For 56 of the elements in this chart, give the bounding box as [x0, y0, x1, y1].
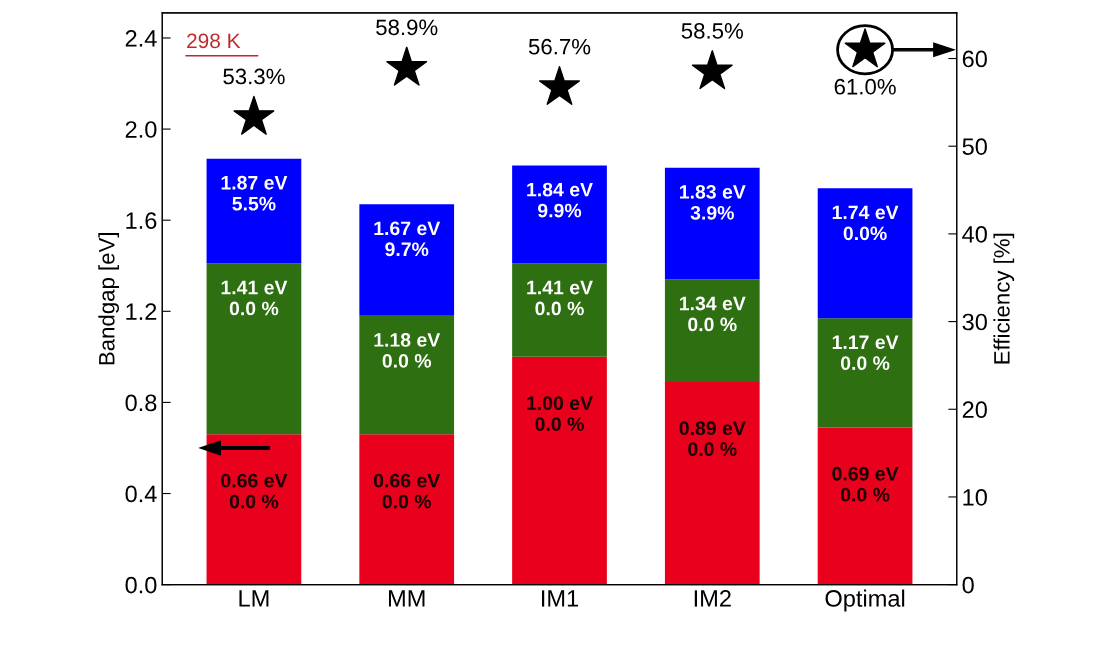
bar — [206, 158, 302, 264]
annotation: 0.89 eV 0.0 % — [679, 421, 746, 457]
x-tick-label: IM1 — [542, 590, 579, 607]
annotation: 1.17 eV 0.0 % — [832, 335, 899, 371]
annotation: 1.18 eV 0.0 % — [374, 333, 441, 368]
annotation: 1.87 eV 5.5% — [221, 175, 288, 211]
bar — [206, 263, 302, 435]
bar — [664, 381, 760, 585]
data-label: 58.5% — [681, 23, 743, 39]
y-tick-label: 1.2 — [126, 303, 157, 320]
bar — [512, 356, 607, 585]
y2-tick-label: 0 — [962, 576, 974, 594]
y2-tick-label: 40 — [962, 225, 987, 243]
annotation: 0.69 eV 0.0 % — [832, 466, 899, 502]
bar — [817, 318, 913, 428]
bar — [512, 263, 607, 357]
bar — [664, 167, 760, 280]
y-tick-label: 2.4 — [125, 30, 157, 47]
y2-tick-label: 10 — [963, 489, 987, 506]
annotation: 1.00 eV 0.0 % — [527, 396, 593, 431]
annotation: 1.74 eV 0.0% — [832, 205, 899, 241]
data-label: 53.3% — [223, 68, 285, 85]
annotation: 1.83 eV 3.9% — [680, 184, 746, 220]
y2-axis-title: Efficiency [%] — [993, 233, 1015, 364]
annotation: 1.41 eV 0.0 % — [527, 280, 593, 316]
y-axis-title: Bandgap [eV] — [98, 233, 120, 365]
x-tick-label: IM2 — [694, 590, 731, 607]
annotation: 0.66 eV 0.0 % — [221, 473, 288, 509]
bar — [359, 434, 455, 585]
annotation: 298 K — [187, 33, 241, 49]
annotation: 1.41 eV 0.0 % — [221, 280, 288, 316]
bar — [359, 315, 455, 435]
y2-tick-label: 30 — [962, 313, 987, 331]
y-tick-label: 0.8 — [125, 394, 157, 412]
y-tick-label: 0.0 — [125, 576, 157, 594]
y2-tick-label: 20 — [962, 401, 987, 419]
data-label: 56.7% — [528, 38, 591, 55]
annotation: 1.67 eV 9.7% — [374, 221, 441, 257]
y-tick-label: 2.0 — [125, 121, 157, 138]
bar — [817, 188, 913, 319]
y-tick-label: 1.6 — [126, 212, 157, 229]
annotation: 0.66 eV 0.0 % — [373, 473, 441, 509]
bar — [817, 427, 913, 585]
x-tick-label: Optimal — [825, 589, 905, 612]
data-label: 61.0% — [834, 78, 896, 95]
y2-tick-label: 60 — [962, 50, 987, 68]
bar — [359, 204, 455, 316]
y-tick-label: 0.4 — [125, 485, 157, 503]
bar — [664, 279, 760, 382]
annotation: 1.84 eV 9.9% — [527, 182, 593, 218]
annotation: 1.34 eV 0.0 % — [680, 296, 746, 332]
data-label: 58.9% — [376, 19, 438, 36]
bar — [512, 165, 607, 264]
y2-tick-label: 50 — [962, 138, 987, 155]
x-tick-label: MM — [388, 590, 425, 607]
x-tick-label: LM — [239, 590, 269, 607]
